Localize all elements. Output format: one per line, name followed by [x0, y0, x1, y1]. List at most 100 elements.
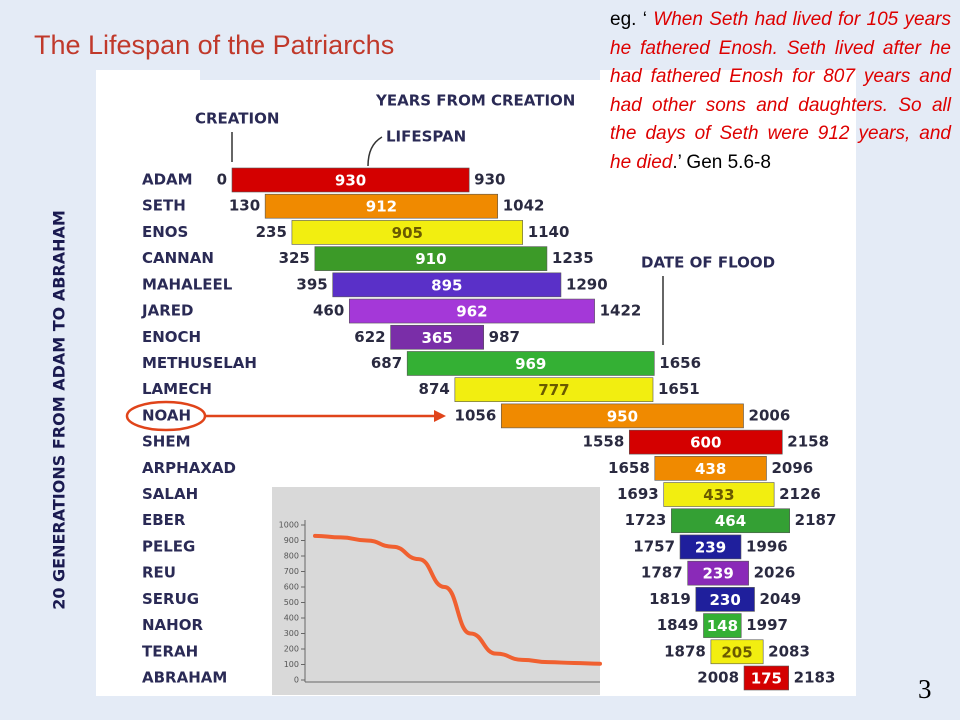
end-label: 930	[474, 171, 505, 189]
category-label: ENOCH	[142, 328, 201, 346]
bar	[332, 272, 562, 298]
y-tick-label: 1000	[279, 521, 299, 530]
category-label: SALAH	[142, 485, 198, 503]
end-label: 2026	[754, 564, 796, 582]
lifespan-label: 239	[703, 565, 734, 583]
category-label: CANNAN	[142, 249, 214, 267]
side-label: 20 GENERATIONS FROM ADAM TO ABRAHAM	[50, 210, 69, 610]
bar	[671, 508, 790, 534]
start-label: 1787	[641, 564, 683, 582]
y-tick-label: 400	[284, 614, 299, 623]
lifespan-label: 962	[456, 303, 487, 321]
lifespan-label: 175	[751, 670, 782, 688]
bar	[264, 193, 499, 219]
lifespan-label: 239	[695, 538, 726, 556]
line	[313, 533, 602, 666]
start-label: 1849	[657, 616, 699, 634]
annotation: DATE OF FLOOD	[641, 254, 775, 272]
category-label: PELEG	[142, 537, 195, 555]
bar	[291, 220, 523, 245]
lifespan-label: 930	[335, 172, 366, 190]
lifespan-pointer	[367, 136, 383, 167]
start-label: 130	[229, 197, 260, 215]
start-label: 1693	[617, 485, 659, 503]
category-label: LAMECH	[142, 380, 212, 398]
category-label: JARED	[141, 302, 193, 320]
end-label: 1651	[658, 380, 700, 398]
bar	[231, 167, 470, 193]
start-label: 235	[256, 223, 287, 241]
bar	[703, 613, 742, 638]
category-label: METHUSELAH	[142, 354, 257, 372]
lifespan-label: 433	[703, 486, 734, 504]
lifespan-label: 205	[721, 643, 752, 661]
lifespan-label: 464	[715, 512, 746, 530]
start-label: 874	[419, 380, 450, 398]
bar	[679, 534, 742, 560]
bar	[390, 324, 484, 350]
start-label: 1819	[649, 590, 691, 608]
header-band	[200, 70, 600, 80]
end-label: 2126	[779, 485, 821, 503]
end-label: 2187	[795, 511, 837, 529]
bar	[406, 351, 655, 376]
lifespan-label: 438	[695, 460, 726, 478]
end-label: 1996	[746, 537, 788, 555]
y-tick-label: 0	[294, 676, 299, 685]
annotation: YEARS FROM CREATION	[375, 92, 575, 110]
bar	[687, 560, 749, 586]
bar	[663, 482, 775, 507]
lifespan-label: 969	[515, 355, 546, 373]
annotation: CREATION	[195, 110, 279, 128]
end-label: 987	[489, 328, 520, 346]
category-label: NOAH	[142, 406, 191, 424]
end-label: 2083	[768, 642, 810, 660]
bar	[454, 377, 654, 402]
start-label: 1056	[455, 406, 497, 424]
arrow-head	[434, 410, 446, 422]
lifespan-label: 905	[392, 224, 423, 242]
slide-title: The Lifespan of the Patriarchs	[34, 30, 395, 60]
category-label: EBER	[142, 511, 186, 529]
start-label: 687	[371, 354, 402, 372]
lifespan-label: 912	[366, 198, 397, 216]
category-label: SERUG	[142, 590, 199, 608]
start-label: 1723	[625, 511, 667, 529]
bar	[628, 429, 783, 455]
annotation: LIFESPAN	[386, 128, 466, 146]
y-tick-label: 500	[284, 598, 299, 607]
start-label: 2008	[697, 669, 739, 687]
bar	[654, 456, 767, 481]
lifespan-label: 365	[421, 329, 452, 347]
end-label: 1997	[746, 616, 788, 634]
lifespan-label: 600	[690, 434, 721, 452]
start-label: 325	[279, 249, 310, 267]
end-label: 2158	[787, 433, 829, 451]
quote-ref: Gen 5.6-8	[686, 151, 771, 173]
y-tick-label: 700	[284, 567, 299, 576]
category-label: REU	[142, 564, 176, 582]
category-label: ENOS	[142, 223, 188, 241]
end-label: 2183	[794, 669, 836, 687]
y-tick-label: 100	[284, 660, 299, 669]
y-tick-label: 600	[284, 583, 299, 592]
bar	[710, 639, 764, 665]
category-label: NAHOR	[142, 616, 203, 634]
bar	[348, 298, 595, 324]
bar	[500, 403, 744, 429]
end-label: 1422	[600, 302, 642, 320]
end-label: 2049	[759, 590, 801, 608]
quote-text: When Seth had lived for 105 years he fat…	[610, 9, 951, 173]
quote-tail: .’	[672, 151, 682, 173]
category-label: TERAH	[142, 642, 198, 660]
quote: eg. ‘ When Seth had lived for 105 years …	[610, 6, 951, 178]
lifespan-label: 230	[710, 591, 741, 609]
start-label: 1658	[608, 459, 650, 477]
y-tick-label: 200	[284, 645, 299, 654]
end-label: 1042	[503, 197, 545, 215]
page-number: 3	[918, 674, 932, 704]
end-label: 2096	[771, 459, 813, 477]
start-label: 622	[354, 328, 385, 346]
